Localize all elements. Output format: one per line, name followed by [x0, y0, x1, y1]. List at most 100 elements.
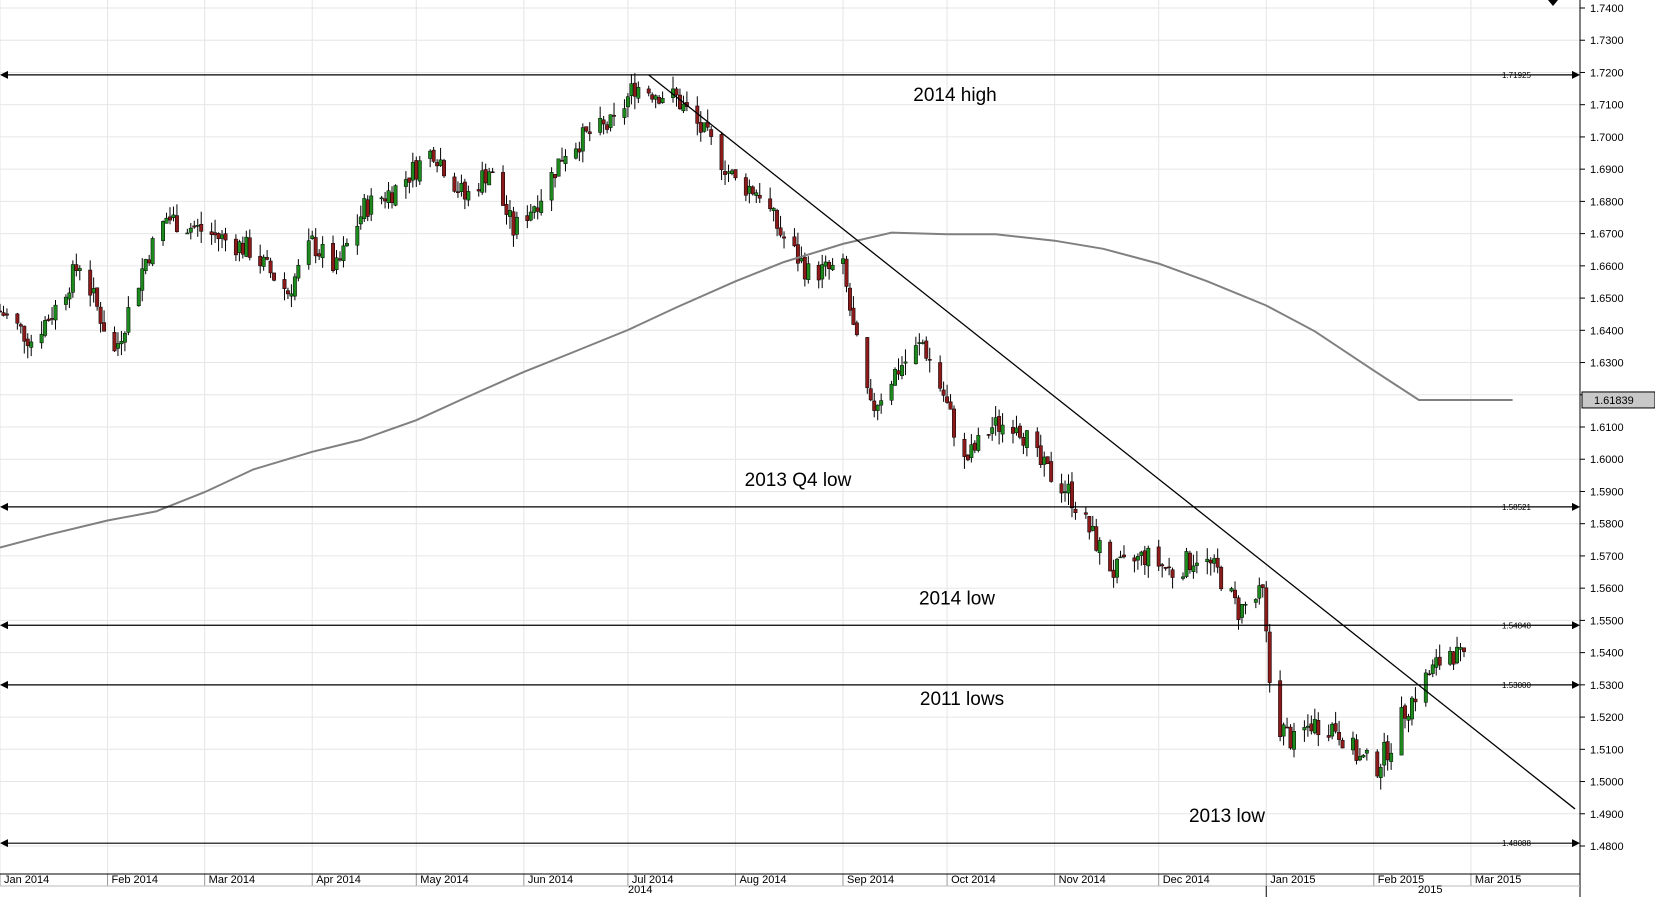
- candle-body: [431, 149, 436, 162]
- y-tick-label: 1.5100: [1590, 744, 1624, 756]
- level-arrow-left: [0, 839, 8, 848]
- candle-body: [847, 287, 852, 311]
- y-tick-label: 1.5300: [1590, 680, 1624, 692]
- candle-body: [393, 185, 398, 206]
- y-tick-label: 1.5000: [1590, 777, 1624, 789]
- candle-body: [1243, 604, 1248, 606]
- candle-body: [1097, 540, 1102, 553]
- horizontal-levels: 1.71925 2014 high 1.58521 2013 Q4 low 1.5484…: [0, 70, 1580, 848]
- x-month-label: May 2014: [420, 874, 468, 886]
- candle-body: [920, 342, 925, 344]
- candle-body: [442, 160, 447, 177]
- candle-body: [1, 312, 6, 316]
- candle-body: [0, 310, 2, 313]
- candle-body: [719, 134, 724, 171]
- candle-body: [726, 171, 731, 174]
- candle-body: [754, 192, 759, 196]
- candle-body: [1132, 557, 1137, 562]
- y-tick-label: 1.6400: [1590, 325, 1624, 337]
- candle-body: [1302, 727, 1307, 731]
- candle-body: [1309, 723, 1314, 732]
- candle-body: [820, 264, 825, 280]
- current-value-label: 1.61839: [1594, 395, 1634, 407]
- candle-body: [893, 369, 897, 386]
- y-tick-label: 1.4800: [1590, 841, 1624, 853]
- level-arrow-left: [0, 70, 8, 79]
- candle-body: [490, 171, 495, 173]
- candle-body: [678, 94, 682, 110]
- x-year-label: 2014: [628, 884, 652, 896]
- candle-body: [945, 396, 950, 403]
- candle-body: [823, 261, 828, 267]
- candle-body: [1049, 461, 1054, 482]
- y-tick-label: 1.6500: [1590, 293, 1624, 305]
- candle-body: [1160, 564, 1165, 567]
- candle-body: [1253, 599, 1258, 603]
- candle-body: [1070, 481, 1074, 509]
- trendline: [648, 74, 1576, 810]
- candle-body: [709, 129, 714, 137]
- candle-body: [39, 333, 44, 344]
- candle-body: [1014, 427, 1019, 434]
- candle-body: [272, 272, 277, 281]
- candle-body: [126, 307, 131, 333]
- candle-body: [188, 227, 193, 233]
- candle-body: [1462, 647, 1466, 652]
- candle-body: [317, 253, 322, 257]
- level-annotation: 2013 low: [1189, 806, 1265, 827]
- candle-body: [650, 94, 655, 100]
- candle-body: [410, 162, 415, 181]
- candle-body: [573, 148, 578, 159]
- candle-body: [986, 434, 991, 436]
- candle-body: [1035, 431, 1040, 448]
- candle-body: [386, 190, 391, 203]
- candle-body: [1264, 587, 1269, 632]
- candle-body: [1146, 547, 1151, 567]
- candle-body: [1167, 566, 1172, 569]
- candle-body: [1021, 437, 1026, 446]
- candle-body: [161, 221, 166, 241]
- x-month-label: Mar 2014: [209, 874, 255, 886]
- y-tick-label: 1.7300: [1590, 35, 1624, 47]
- candle-body: [171, 214, 176, 219]
- candle-body: [476, 189, 481, 192]
- candle-body: [102, 322, 107, 332]
- candle-body: [209, 231, 214, 235]
- candle-body: [282, 279, 287, 289]
- candle-body: [743, 177, 748, 196]
- candle-body: [331, 243, 335, 271]
- candle-body: [854, 322, 859, 336]
- candle-body: [63, 296, 68, 305]
- candle-body: [195, 224, 200, 227]
- candle-body: [334, 257, 339, 270]
- candle-body: [865, 337, 870, 388]
- x-month-label: Aug 2014: [739, 874, 786, 886]
- candle-body: [216, 233, 221, 240]
- candle-body: [1260, 584, 1265, 588]
- candle-body: [438, 159, 443, 166]
- candle-body: [730, 170, 734, 174]
- trendline-line: [648, 74, 1576, 810]
- candle-body: [43, 320, 48, 336]
- y-tick-label: 1.7400: [1590, 3, 1624, 15]
- candle-body: [1357, 756, 1362, 761]
- candle-body: [1094, 526, 1099, 551]
- candle-body: [237, 241, 242, 253]
- level-arrow-left: [0, 502, 8, 511]
- candle-body: [320, 244, 325, 259]
- candle-body: [1142, 550, 1147, 565]
- candle-body: [140, 268, 145, 291]
- candle-body: [428, 150, 433, 159]
- level-arrow-right: [1572, 680, 1580, 689]
- candle-body: [292, 276, 297, 297]
- candle-body: [168, 216, 172, 221]
- candle-body: [511, 211, 516, 236]
- candle-body: [844, 258, 849, 287]
- candle-body: [601, 119, 606, 125]
- x-year-label: 2015: [1418, 884, 1442, 896]
- candle-body: [1406, 716, 1411, 721]
- candle-body: [872, 400, 877, 411]
- candle-body: [91, 288, 96, 294]
- candle-body: [199, 224, 204, 232]
- candle-body: [88, 269, 93, 296]
